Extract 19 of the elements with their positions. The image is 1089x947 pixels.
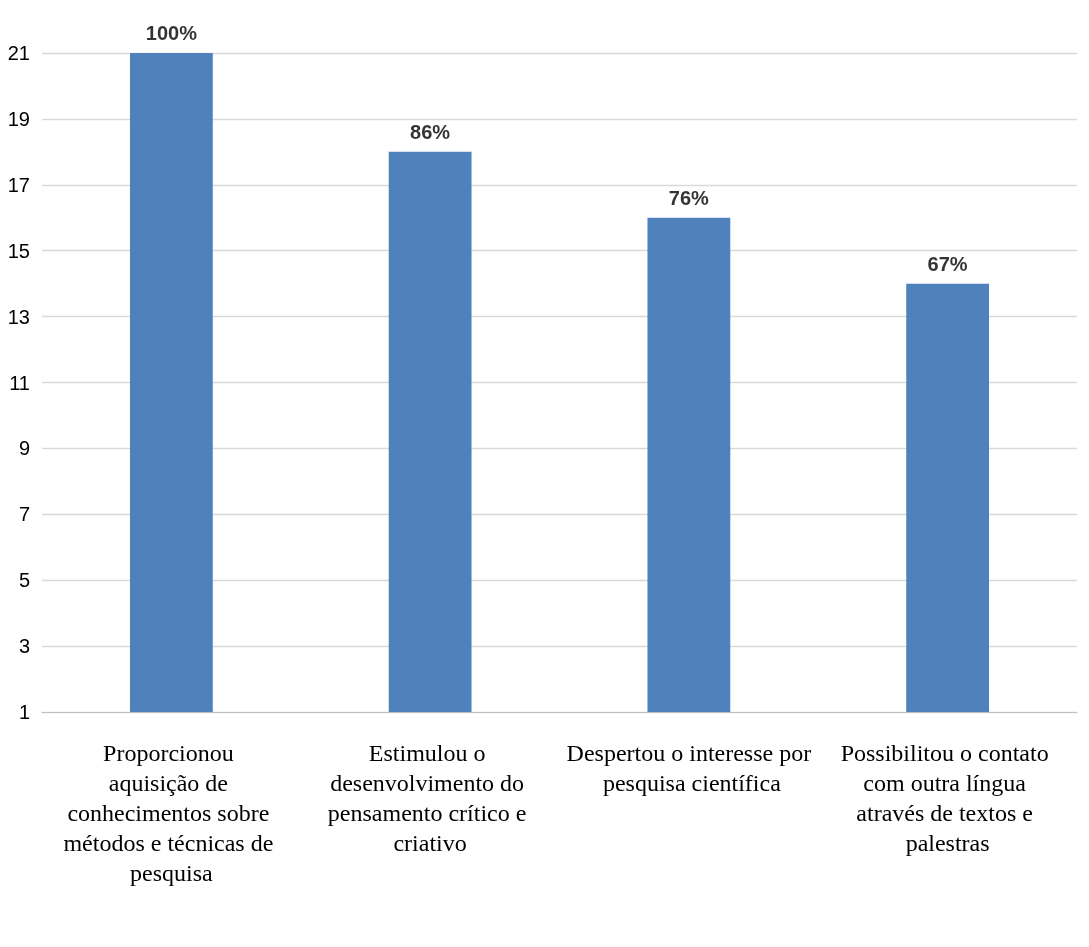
y-tick-label: 7 — [18, 503, 30, 526]
annotation: 67% — [927, 252, 968, 275]
y-tick-label: 3 — [18, 635, 30, 658]
annotation: 86% — [410, 120, 451, 143]
x-tick-label: Estimulou o desenvolvimento do pensamento crítico e criativo — [327, 740, 533, 856]
annotation: 76% — [668, 186, 710, 209]
y-tick-label: 15 — [7, 239, 30, 262]
x-tick-label: Despertou o interesse por pesquisa científica — [566, 740, 812, 796]
y-tick-label: 11 — [9, 371, 30, 394]
y-tick-label: 17 — [7, 173, 30, 196]
y-tick-label: 1 — [18, 701, 30, 723]
y-tick-label: 5 — [18, 569, 30, 592]
y-tick-label: 19 — [7, 107, 30, 130]
y-tick-label: 21 — [7, 42, 30, 64]
x-tick-label: Proporcionou aquisição de conhecimentos sobre métodos e técnicas de pesquisa — [63, 740, 280, 886]
annotation: 100% — [145, 22, 198, 44]
y-tick-label: 13 — [7, 305, 30, 328]
x-tick-label: Possibilitou o contato com outra língua através de textos e palestras — [840, 740, 1055, 856]
y-tick-label: 9 — [18, 437, 30, 460]
